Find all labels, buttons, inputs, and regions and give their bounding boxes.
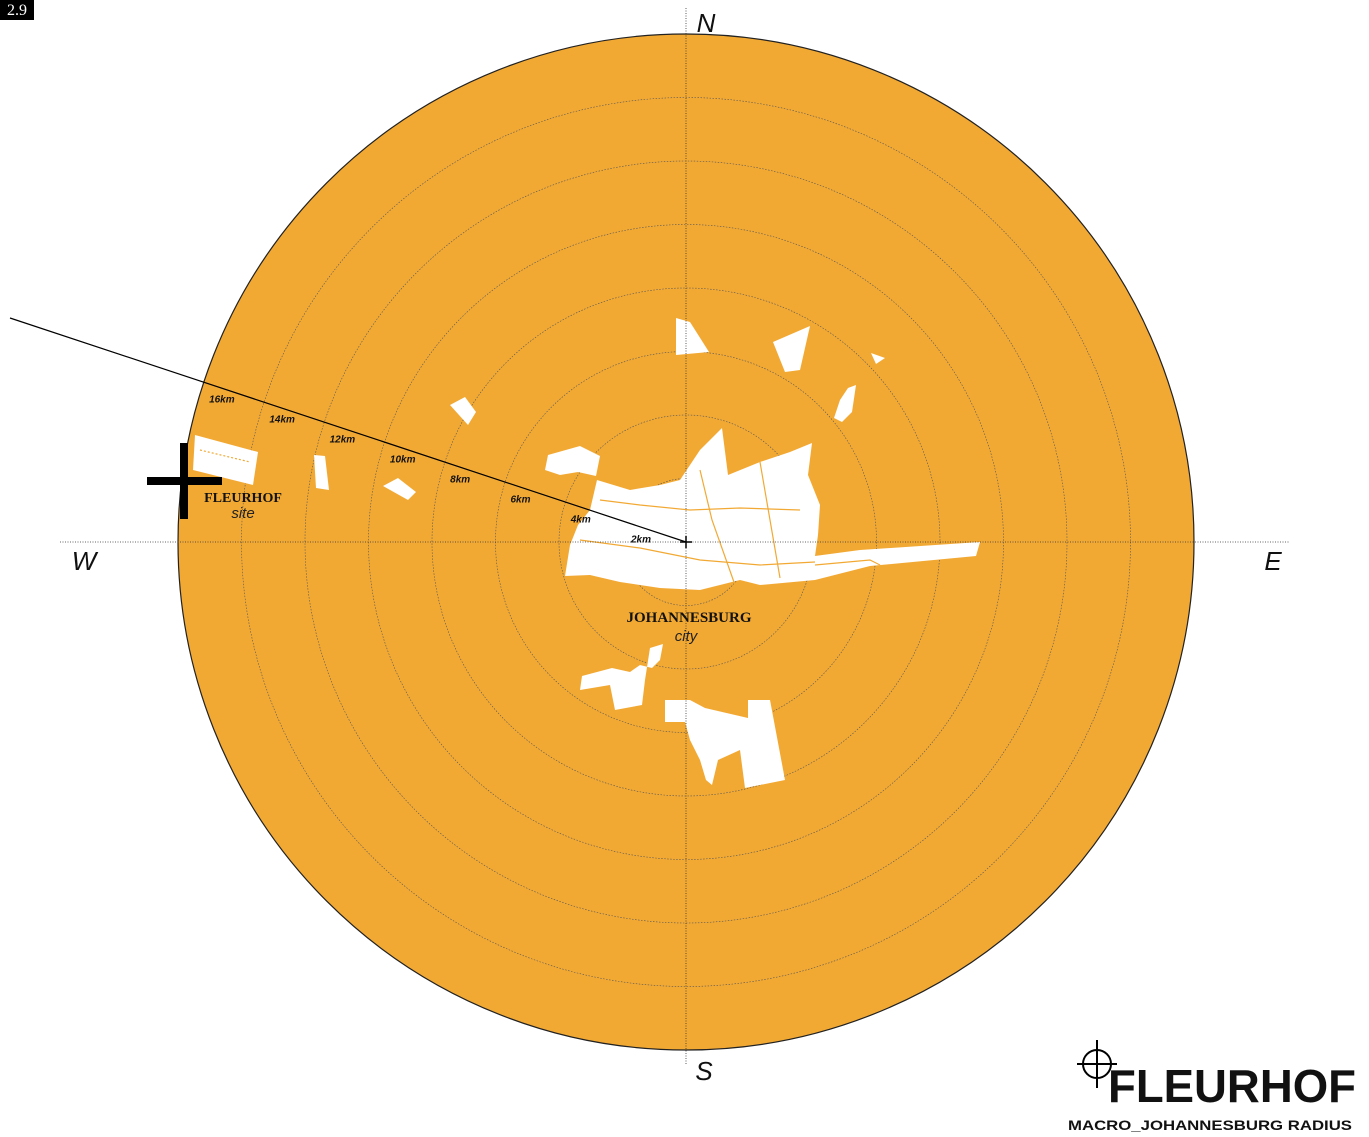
figure-badge: [0, 0, 34, 20]
urban-area: [383, 478, 416, 500]
ring-label: 2km: [630, 534, 651, 545]
urban-area: [193, 435, 258, 485]
urban-roads: [199, 449, 881, 586]
compass-west: W: [72, 546, 99, 576]
ring-label: 8km: [450, 475, 470, 486]
urban-area: [314, 455, 329, 490]
urban-area: [676, 318, 709, 355]
road: [759, 461, 781, 579]
ring-label: 6km: [510, 494, 530, 505]
urban-area: [580, 644, 663, 710]
compass: N E S W: [72, 8, 1283, 1086]
site-kind: site: [231, 505, 254, 522]
road: [199, 449, 251, 463]
site-radius-line: [9, 317, 687, 543]
urban-area: [450, 397, 476, 425]
urban-area: [834, 385, 856, 422]
city-name: JOHANNESBURG: [626, 610, 751, 626]
ring-label: 10km: [390, 455, 416, 466]
urban-area: [545, 446, 600, 476]
site-cross: [147, 443, 222, 519]
road: [814, 559, 881, 566]
figure-number: 2.9: [7, 2, 27, 19]
ring-labels: 2km 4km 6km 8km 10km 12km 14km 16km: [209, 395, 651, 546]
ring-label: 16km: [209, 395, 235, 406]
city-centre-cross: [680, 536, 692, 548]
urban-area: [871, 353, 885, 364]
urban-area: [665, 700, 785, 788]
city-kind: city: [675, 628, 699, 645]
compass-south: S: [695, 1056, 713, 1086]
ring-label: 12km: [330, 435, 356, 446]
ring-label: 4km: [570, 514, 591, 525]
footer-title: FLEURHOF: [1108, 1060, 1356, 1112]
footer-crosshair: [1077, 1040, 1117, 1088]
compass-east: E: [1264, 546, 1282, 576]
road: [579, 539, 816, 566]
site-name: FLEURHOF: [204, 491, 282, 506]
compass-north: N: [697, 8, 716, 38]
urban-area: [773, 326, 810, 372]
road: [599, 499, 801, 511]
road: [699, 469, 736, 586]
ring-label: 14km: [269, 415, 295, 426]
footer-subtitle: MACRO_JOHANNESBURG RADIUS: [1068, 1117, 1352, 1133]
